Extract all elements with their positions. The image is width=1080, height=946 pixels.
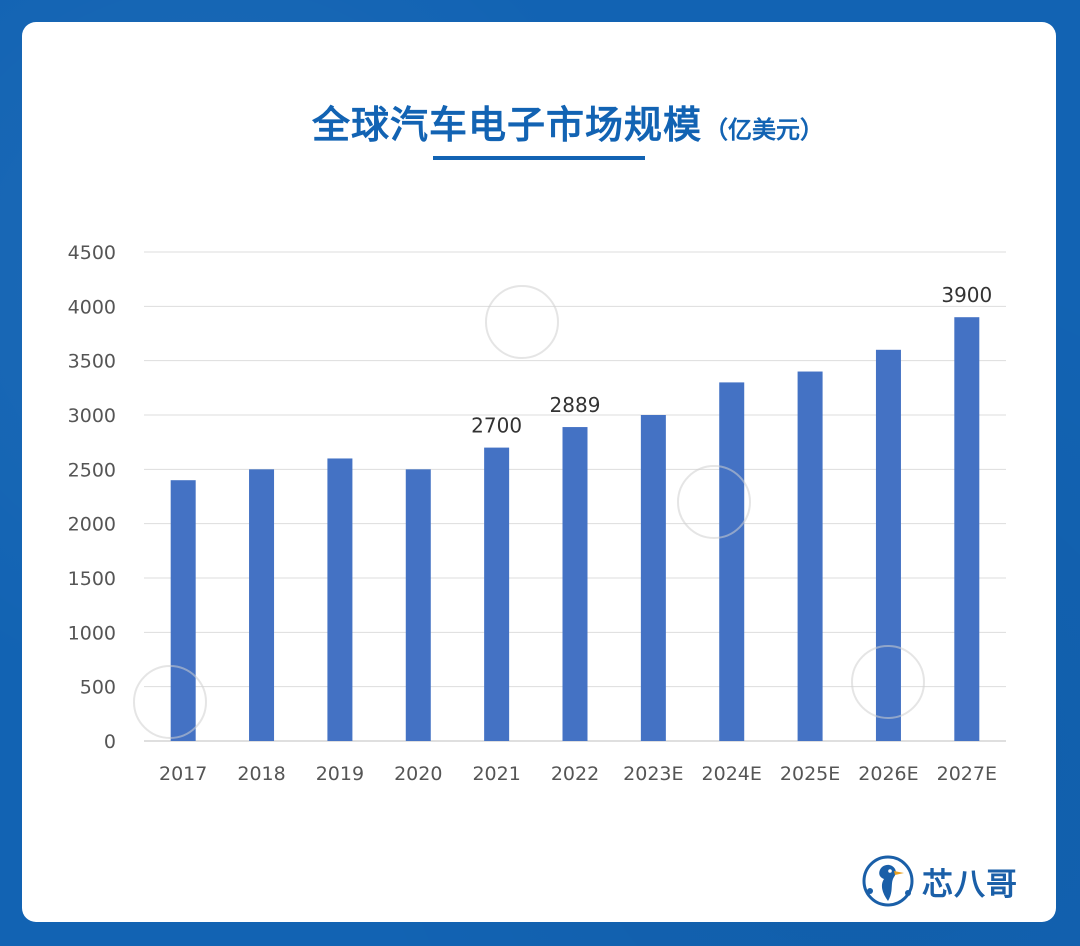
x-tick-label: 2025E [780,763,840,785]
bird-logo-icon [862,855,914,907]
data-labels: 2700 2889 3900 [471,283,992,437]
chart-title: 全球汽车电子市场规模（亿美元） [312,94,824,149]
y-tick-label: 1500 [68,568,116,590]
x-tick-label: 2018 [237,763,285,785]
chart-title-main: 全球汽车电子市场规模 [312,103,703,147]
x-tick-label: 2021 [472,763,520,785]
x-tick-label: 2023E [623,763,683,785]
x-tick-label: 2017 [159,763,207,785]
y-tick-label: 4500 [68,242,116,264]
title-underline [433,156,645,160]
y-tick-label: 2500 [68,459,116,481]
brand-logo: 芯八哥 [860,848,1018,914]
data-label-2021: 2700 [471,414,522,438]
data-label-2022: 2889 [550,393,601,417]
bar-2018 [249,469,275,741]
y-tick-label: 0 [104,731,116,753]
bar-2021 [484,447,510,741]
y-tick-label: 4000 [68,296,116,318]
y-tick-label: 3000 [68,405,116,427]
x-tick-label: 2022 [551,763,599,785]
y-tick-label: 500 [80,677,116,699]
x-tick-label: 2019 [316,763,364,785]
brand-name: 芯八哥 [922,866,1018,903]
chart-card: 全球汽车电子市场规模（亿美元） 0 500 1000 1500 2000 2500 3000… [22,22,1056,922]
x-axis-ticks: 2017 2018 2019 2020 2021 2022 2023E 2024E 2025E 2… [159,763,997,785]
bar-2025E [797,371,823,741]
bar-2023E [640,415,666,741]
bar-2019 [327,458,353,741]
bar-2026E [875,349,901,741]
x-tick-label: 2024E [702,763,762,785]
data-label-2027E: 3900 [941,283,992,307]
x-tick-label: 2026E [858,763,918,785]
bar-2017 [170,480,196,741]
y-tick-label: 3500 [68,351,116,373]
x-tick-label: 2027E [937,763,997,785]
bar-2020 [405,469,431,741]
y-tick-label: 2000 [68,514,116,536]
bar-2024E [719,382,745,741]
y-axis-ticks: 0 500 1000 1500 2000 2500 3000 3500 4000 4500 [68,242,116,753]
chart-title-unit: （亿美元） [704,116,825,144]
bar-2027E [954,317,980,741]
x-tick-label: 2020 [394,763,442,785]
bar-chart: 0 500 1000 1500 2000 2500 3000 3500 4000 4500 201… [68,242,1006,785]
bars [170,317,980,741]
bar-2022 [562,427,588,741]
y-tick-label: 1000 [68,622,116,644]
